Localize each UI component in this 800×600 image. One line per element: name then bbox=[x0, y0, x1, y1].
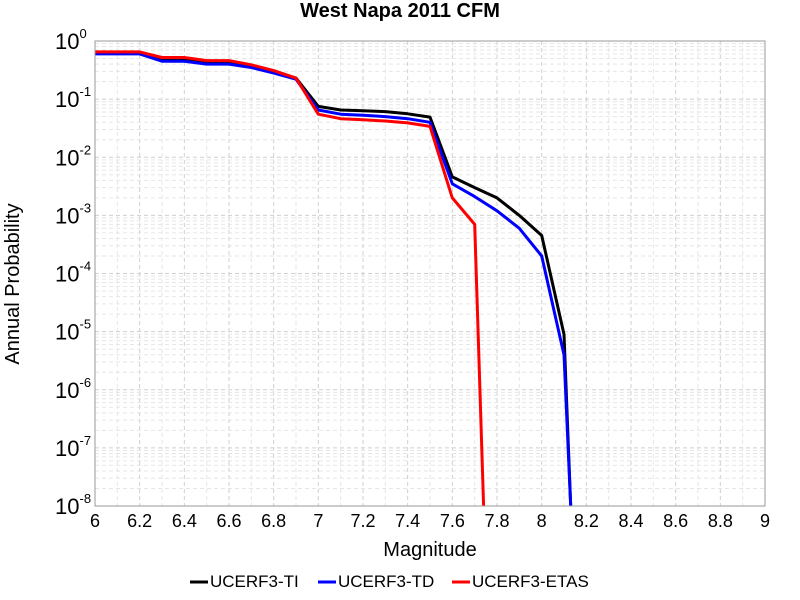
y-axis-label: Annual Probability bbox=[2, 203, 24, 364]
legend-label: UCERF3-TI bbox=[210, 572, 299, 591]
series-lines bbox=[95, 50, 573, 507]
y-tick-base: 10 bbox=[55, 436, 79, 461]
y-tick-exponent: -3 bbox=[79, 200, 91, 215]
y-tick-exponent: -7 bbox=[79, 433, 91, 448]
y-tick-base: 10 bbox=[55, 494, 79, 519]
x-tick-label: 8.8 bbox=[708, 511, 733, 531]
x-tick-label: 7.4 bbox=[395, 511, 420, 531]
x-tick-label: 6.8 bbox=[261, 511, 286, 531]
y-tick-base: 10 bbox=[55, 29, 79, 54]
y-tick-base: 10 bbox=[55, 87, 79, 112]
y-tick-base: 10 bbox=[55, 145, 79, 170]
y-tick-base: 10 bbox=[55, 203, 79, 228]
y-tick-label: 10-4 bbox=[55, 259, 91, 287]
y-tick-label: 10-6 bbox=[55, 375, 91, 403]
x-tick-label: 6.4 bbox=[172, 511, 197, 531]
y-tick-label: 10-3 bbox=[55, 200, 91, 228]
y-tick-exponent: -1 bbox=[79, 84, 91, 99]
y-tick-label: 10-8 bbox=[55, 491, 91, 519]
legend-label: UCERF3-ETAS bbox=[472, 572, 589, 591]
x-tick-label: 7 bbox=[313, 511, 323, 531]
y-tick-base: 10 bbox=[55, 320, 79, 345]
x-tick-label: 6 bbox=[90, 511, 100, 531]
x-tick-label: 8.2 bbox=[574, 511, 599, 531]
y-tick-exponent: -4 bbox=[79, 259, 91, 274]
x-tick-label: 6.2 bbox=[127, 511, 152, 531]
x-axis-label: Magnitude bbox=[383, 539, 476, 561]
y-tick-exponent: -2 bbox=[79, 142, 91, 157]
y-tick-exponent: 0 bbox=[79, 26, 86, 41]
legend-label: UCERF3-TD bbox=[338, 572, 434, 591]
series-line-ucerf3-etas bbox=[95, 50, 486, 507]
y-tick-exponent: -6 bbox=[79, 375, 91, 390]
y-tick-label: 10-5 bbox=[55, 317, 91, 345]
x-tick-label: 8.6 bbox=[663, 511, 688, 531]
legend: UCERF3-TI UCERF3-TD UCERF3-ETAS bbox=[190, 572, 589, 591]
y-tick-label: 10-2 bbox=[55, 142, 91, 170]
y-tick-exponent: -5 bbox=[79, 317, 91, 332]
x-tick-label: 7.8 bbox=[484, 511, 509, 531]
y-tick-label: 10-1 bbox=[55, 84, 91, 112]
y-tick-base: 10 bbox=[55, 262, 79, 287]
x-tick-label: 8.4 bbox=[618, 511, 643, 531]
grid bbox=[95, 41, 765, 506]
x-tick-label: 8 bbox=[537, 511, 547, 531]
series-line-ucerf3-td bbox=[95, 52, 573, 507]
x-tick-label: 7.6 bbox=[440, 511, 465, 531]
x-tick-labels: 6 6.2 6.4 6.6 6.8 7 7.2 7.4 7.6 7.8 8 8.2 8.4 8.6 8.8 9 bbox=[90, 511, 770, 531]
y-tick-exponent: -8 bbox=[79, 491, 91, 506]
y-tick-base: 10 bbox=[55, 378, 79, 403]
x-tick-label: 6.6 bbox=[216, 511, 241, 531]
y-tick-label: 100 bbox=[55, 26, 87, 54]
plot-frame bbox=[94, 40, 766, 507]
y-tick-label: 10-7 bbox=[55, 433, 91, 461]
x-tick-label: 7.2 bbox=[350, 511, 375, 531]
chart-title: West Napa 2011 CFM bbox=[300, 0, 500, 22]
x-tick-label: 9 bbox=[760, 511, 770, 531]
